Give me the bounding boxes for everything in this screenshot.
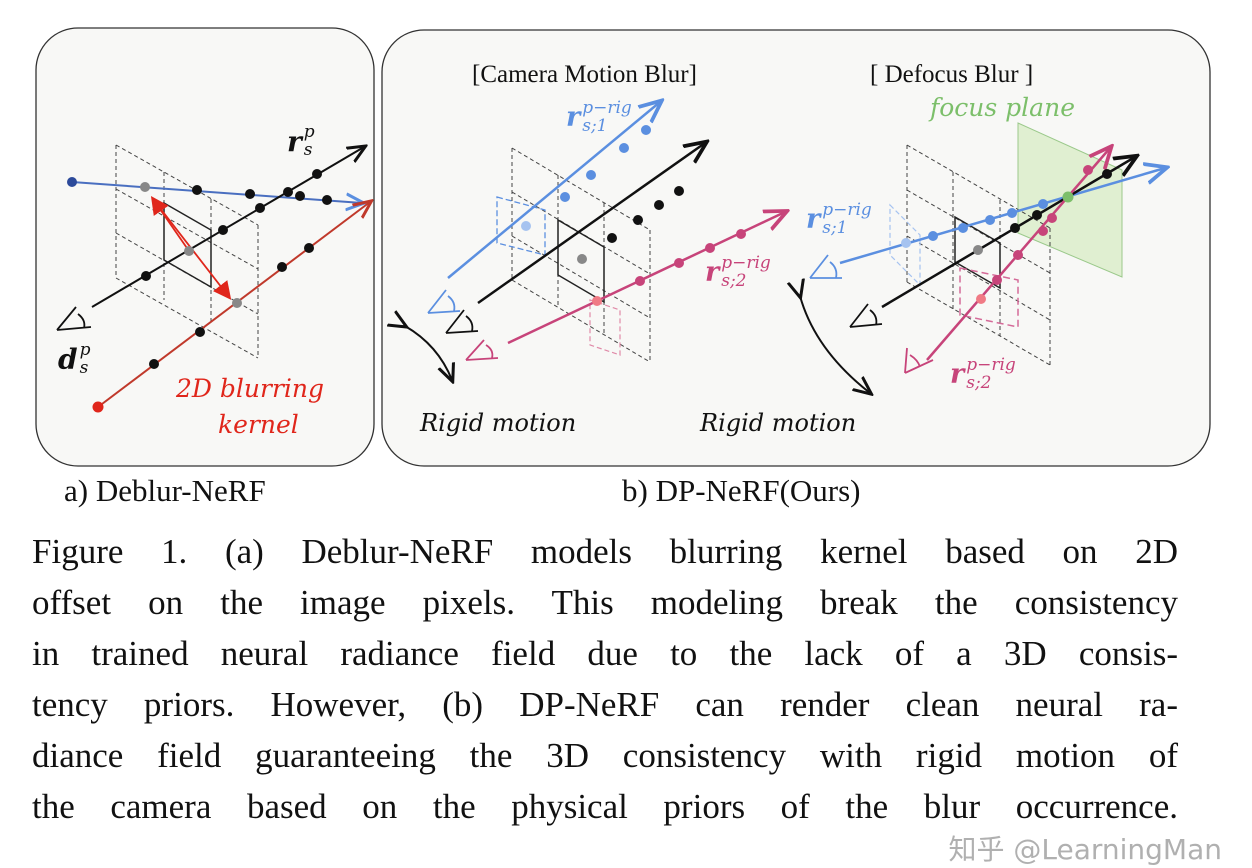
rigid-motion-label-left: Rigid motion	[420, 409, 577, 437]
sample-points-a	[67, 169, 332, 413]
ray-label-camera-pink: r p−rig s;2	[705, 253, 771, 291]
pink-frustum-camera-motion	[589, 299, 621, 356]
rigid-motion-arrow-1	[405, 326, 452, 380]
caption-line: tency priors. However, (b) DP-NeRF can r…	[32, 685, 1178, 724]
main-ray-defocus	[881, 157, 1135, 309]
kernel-label-line1: 2D blurring	[176, 374, 324, 403]
caption-line: diance field guaranteeing the 3D consist…	[32, 736, 1178, 775]
camera-eye-icon-pink-2	[904, 347, 934, 374]
caption-line: offset on the image pixels. This modelin…	[32, 583, 1178, 622]
defocus-title: [ Defocus Blur ]	[870, 61, 1034, 88]
blue-ray-camera-motion	[447, 102, 660, 279]
camera-eye-icon-blue-2	[809, 254, 842, 279]
direction-symbol: d	[58, 342, 78, 376]
ray-superscript: p−rig	[582, 98, 632, 118]
ray-index-stack: p−rig s;2	[966, 355, 1016, 393]
ray-superscript: p−rig	[822, 200, 872, 220]
direction-subscript: s	[79, 357, 89, 378]
camera-eye-icon-pink-1	[465, 339, 499, 361]
ray-symbol: r	[950, 359, 965, 391]
ray-symbol: r	[705, 257, 720, 289]
ray-subscript: s;1	[822, 217, 848, 238]
ray-superscript: p	[303, 122, 315, 142]
pixel-square-defocus	[954, 215, 1001, 290]
panel-a-frame	[35, 27, 375, 467]
blue-ray-defocus	[839, 168, 1165, 265]
main-ray-camera-motion	[477, 143, 705, 305]
kernel-label-line2: kernel	[218, 410, 299, 439]
camera-eye-icon-a	[56, 306, 92, 331]
ray-index-stack: p−rig s;1	[822, 200, 872, 238]
pixel-square-camera-motion	[557, 218, 605, 304]
blue-ray-a	[71, 181, 362, 203]
sample-points-camera-motion	[521, 125, 746, 306]
direction-superscript: p	[79, 340, 91, 360]
panel-a-caption: a) Deblur-NeRF	[64, 473, 266, 508]
watermark: 知乎 @LearningMan	[948, 833, 1222, 866]
camera-motion-title: [Camera Motion Blur]	[472, 61, 697, 88]
panel-b-caption: b) DP-NeRF(Ours)	[622, 473, 861, 508]
panel-b-frame	[381, 29, 1211, 467]
ray-subscript: s;2	[966, 372, 992, 393]
rigid-motion-label-right: Rigid motion	[700, 409, 857, 437]
ray-label-defocus-blue: r p−rig s;1	[806, 200, 872, 238]
ray-superscript: p−rig	[721, 253, 771, 273]
sample-points-defocus	[901, 165, 1112, 304]
ray-symbol: r	[806, 204, 821, 236]
caption-line: in trained neural radiance field due to …	[32, 634, 1178, 673]
caption-line: Figure 1. (a) Deblur-NeRF models blurrin…	[32, 532, 1178, 571]
rigid-motion-arrow-2	[800, 296, 870, 393]
ray-subscript: s;2	[721, 270, 747, 291]
ray-subscript: s;1	[582, 115, 608, 136]
ray-subscript: s	[303, 139, 313, 160]
ray-symbol: r	[287, 124, 302, 158]
ray-label-camera-blue: r p−rig s;1	[566, 98, 632, 136]
focus-plane-label: focus plane	[930, 93, 1075, 122]
ray-superscript: p−rig	[966, 355, 1016, 375]
ray-label-defocus-pink: r p−rig s;2	[950, 355, 1016, 393]
ray-index-stack: p−rig s;1	[582, 98, 632, 136]
pixel-square-a	[163, 201, 212, 289]
ray-symbol: r	[566, 102, 581, 134]
ray-index-stack: p−rig s;2	[721, 253, 771, 291]
caption-line: the camera based on the physical priors …	[32, 787, 1178, 826]
